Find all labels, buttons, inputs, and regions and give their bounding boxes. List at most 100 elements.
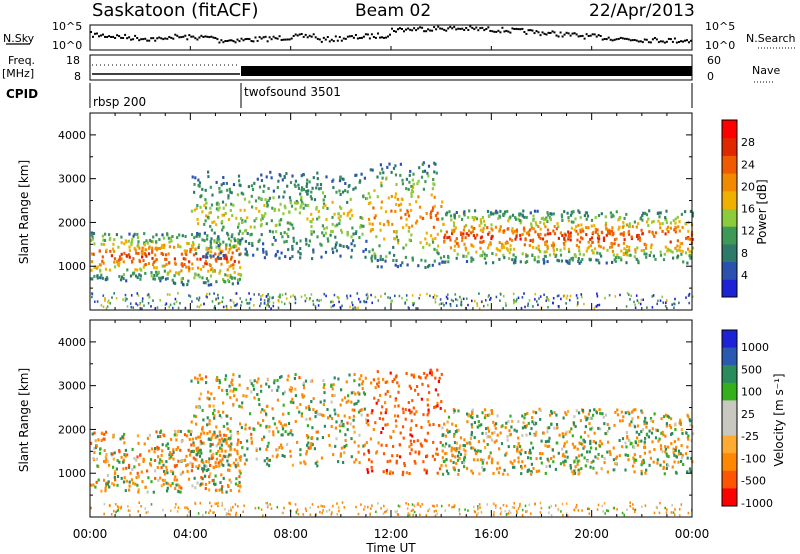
power-cell <box>568 261 571 265</box>
power-cell <box>224 280 227 284</box>
velocity-cell <box>283 454 286 458</box>
power-cell <box>671 303 673 306</box>
noise-point <box>130 38 133 41</box>
power-cell <box>451 232 454 236</box>
power-cell <box>557 259 560 263</box>
power-cell <box>150 271 153 275</box>
velocity-cell <box>287 422 291 425</box>
power-cell <box>669 221 672 225</box>
power-cell <box>130 294 133 297</box>
power-cell <box>410 188 414 192</box>
power-cell <box>619 293 621 297</box>
velocity-cell <box>491 431 494 435</box>
velocity-cell <box>200 432 203 436</box>
power-cell <box>245 298 248 302</box>
noise-tick-left-bottom: 10^0 <box>52 39 82 52</box>
velocity-cell <box>179 472 182 476</box>
velocity-cell <box>310 442 313 446</box>
velocity-colorbar-segment <box>722 347 737 366</box>
velocity-cell <box>581 408 585 412</box>
power-cell <box>222 182 225 185</box>
power-cell <box>522 227 525 231</box>
velocity-cell <box>118 460 121 464</box>
velocity-cell <box>394 375 397 379</box>
velocity-cell <box>517 507 520 510</box>
velocity-cell <box>483 467 486 471</box>
power-cell <box>206 251 209 255</box>
noise-point <box>485 28 488 30</box>
velocity-cell <box>175 463 178 467</box>
power-cell <box>406 263 409 267</box>
noise-point <box>216 38 219 41</box>
power-cell <box>278 300 280 303</box>
noise-point <box>244 38 247 41</box>
velocity-cell <box>546 430 549 434</box>
power-cell <box>262 242 265 246</box>
power-cell <box>138 246 141 250</box>
velocity-cell <box>198 448 201 452</box>
power-cell <box>674 217 677 221</box>
power-cell <box>184 257 187 261</box>
velocity-cell <box>209 438 212 442</box>
velocity-cell <box>257 377 260 381</box>
power-cell <box>133 246 136 250</box>
power-cell <box>610 245 614 249</box>
velocity-colorbar-frame <box>721 329 738 507</box>
velocity-cell <box>362 391 366 395</box>
velocity-cell <box>180 459 183 463</box>
power-cell <box>364 255 367 259</box>
power-cell <box>580 295 583 299</box>
power-cell <box>263 302 266 305</box>
power-cell <box>465 232 468 236</box>
power-cell <box>210 250 213 254</box>
velocity-cell <box>202 441 205 445</box>
velocity-cell <box>166 489 169 493</box>
velocity-cell <box>451 505 453 509</box>
velocity-cell <box>519 452 522 456</box>
velocity-colorbar-segment <box>722 470 737 489</box>
power-cell <box>569 213 573 217</box>
power-cell <box>445 301 447 305</box>
velocity-cell <box>384 401 387 405</box>
velocity-cell <box>477 505 479 508</box>
velocity-cell <box>239 455 242 459</box>
power-cell <box>654 257 657 261</box>
power-cell <box>324 250 328 254</box>
velocity-cell <box>159 476 162 480</box>
power-cell <box>691 237 694 241</box>
velocity-cell <box>221 485 224 488</box>
power-cell <box>117 258 120 262</box>
velocity-cell <box>418 450 421 454</box>
power-cell <box>424 180 427 184</box>
noise-point <box>264 35 267 38</box>
power-cell <box>368 222 371 226</box>
power-cell <box>674 221 677 225</box>
velocity-cell <box>561 432 564 436</box>
power-cell <box>589 258 592 262</box>
power-cell <box>451 228 454 232</box>
power-cell <box>218 190 221 194</box>
power-cell <box>549 212 552 215</box>
velocity-cell <box>145 511 148 514</box>
power-cell <box>587 245 590 249</box>
velocity-cell <box>172 470 175 474</box>
velocity-cell <box>558 433 561 437</box>
velocity-cell <box>530 470 533 474</box>
power-cell <box>267 293 269 296</box>
power-cell <box>362 249 365 253</box>
power-cell <box>652 219 655 223</box>
power-cell <box>151 256 154 260</box>
power-cell <box>619 256 622 260</box>
noise-point <box>166 37 169 40</box>
power-cell <box>155 258 158 262</box>
velocity-cell <box>116 505 119 508</box>
velocity-cell <box>271 407 274 411</box>
power-cell <box>159 299 161 302</box>
velocity-cell <box>224 508 226 511</box>
power-cell <box>598 261 601 265</box>
power-cell <box>539 236 542 240</box>
velocity-cell <box>230 434 233 438</box>
velocity-cell <box>413 504 416 508</box>
power-cell <box>260 218 263 222</box>
velocity-cell <box>663 472 666 476</box>
